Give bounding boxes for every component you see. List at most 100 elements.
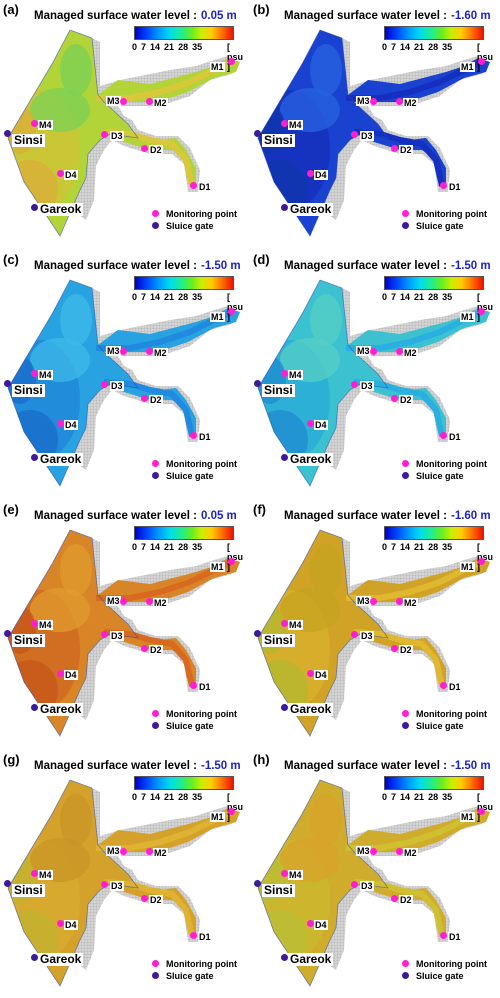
legend-sluice-label: Sluice gate	[416, 721, 464, 731]
map-panel-g: (g) Managed surface water level : -1.50 m…	[0, 750, 248, 996]
label-d3: D3	[110, 631, 124, 641]
colorbar	[134, 526, 234, 540]
legend: Monitoring point Sluice gate	[402, 208, 487, 232]
panel-title: Managed surface water level :0.05 m	[34, 10, 237, 22]
monitoring-point-d3	[351, 881, 358, 888]
colorbar-tick: 14	[400, 792, 411, 802]
monitoring-point-m3	[120, 348, 127, 355]
legend-monitoring-swatch	[402, 960, 409, 967]
sluice-gate-gareok	[281, 704, 288, 711]
label-m3: M3	[106, 596, 121, 606]
panel-label: (h)	[253, 752, 270, 767]
water-level-value: -1.50 m	[200, 260, 241, 272]
label-d1: D1	[448, 682, 462, 692]
colorbar-tick: 28	[428, 292, 439, 302]
monitoring-point-m3	[370, 848, 377, 855]
colorbar-tick: 28	[428, 542, 439, 552]
label-d3: D3	[360, 631, 374, 641]
title-prefix: Managed surface water level :	[284, 760, 447, 772]
colorbar-tick: 21	[414, 792, 425, 802]
label-m4: M4	[38, 620, 53, 630]
monitoring-point-d1	[190, 932, 197, 939]
legend-monitoring-swatch	[402, 710, 409, 717]
colorbar-unit: [ psu ]	[477, 542, 494, 572]
label-d1: D1	[448, 182, 462, 192]
sluice-gate-sinsi	[254, 380, 261, 387]
water-level-value: -1.60 m	[450, 510, 491, 522]
monitoring-point-d2	[141, 145, 148, 152]
salinity-map	[257, 779, 490, 987]
label-d4: D4	[314, 420, 328, 430]
panel-title: Managed surface water level : -1.60 m	[284, 510, 491, 522]
label-d2: D2	[149, 395, 163, 405]
monitoring-point-m3	[120, 848, 127, 855]
legend-sluice-label: Sluice gate	[166, 971, 214, 981]
map-panel-f: (f) Managed surface water level : -1.60 m…	[250, 500, 498, 746]
legend-sluice-swatch	[152, 972, 159, 979]
colorbar-tick: 21	[164, 42, 175, 52]
monitoring-point-m1	[228, 558, 235, 565]
colorbar-tick: 35	[442, 542, 453, 552]
monitoring-point-d1	[440, 682, 447, 689]
title-prefix: Managed surface water level :	[34, 510, 197, 522]
label-d3: D3	[360, 131, 374, 141]
monitoring-point-d1	[190, 682, 197, 689]
salinity-map	[7, 29, 240, 237]
monitoring-point-m2	[146, 598, 153, 605]
monitoring-point-d2	[141, 645, 148, 652]
water-level-value: -1.50 m	[450, 260, 491, 272]
label-d1: D1	[198, 682, 212, 692]
colorbar-tick: 14	[400, 292, 411, 302]
panel-title: Managed surface water level : -1.50 m	[34, 260, 241, 272]
sluice-gate-sinsi	[4, 380, 11, 387]
label-m4: M4	[38, 120, 53, 130]
monitoring-point-m1	[478, 308, 485, 315]
legend-monitoring-swatch	[402, 460, 409, 467]
legend-monitoring-label: Monitoring point	[166, 459, 237, 469]
label-m2: M2	[403, 348, 418, 358]
label-d3: D3	[110, 131, 124, 141]
label-gareok: Gareok	[288, 452, 334, 466]
monitoring-point-m2	[396, 848, 403, 855]
colorbar-unit: [ psu ]	[227, 42, 244, 72]
water-level-value: 0.05 m	[200, 510, 237, 522]
legend-monitoring: Monitoring point	[402, 458, 487, 470]
monitoring-point-m4	[31, 870, 38, 877]
channel-path	[353, 129, 445, 187]
label-d4: D4	[314, 920, 328, 930]
monitoring-point-m1	[478, 558, 485, 565]
label-d3: D3	[110, 381, 124, 391]
monitoring-point-m3	[120, 598, 127, 605]
colorbar-tick: 7	[391, 542, 397, 552]
channel-path	[353, 379, 445, 437]
legend-monitoring-label: Monitoring point	[416, 459, 487, 469]
monitoring-point-d1	[440, 432, 447, 439]
label-sinsi: Sinsi	[262, 883, 295, 897]
panel-label: (c)	[3, 252, 19, 267]
title-prefix: Managed surface water level :	[284, 510, 447, 522]
legend-monitoring: Monitoring point	[152, 958, 237, 970]
label-m3: M3	[106, 96, 121, 106]
label-m1: M1	[210, 62, 225, 72]
legend-sluice: Sluice gate	[152, 220, 237, 232]
label-m1: M1	[210, 312, 225, 322]
colorbar	[134, 276, 234, 290]
legend-sluice-swatch	[152, 722, 159, 729]
panel-label: (g)	[3, 752, 20, 767]
label-d2: D2	[399, 145, 413, 155]
monitoring-point-d3	[101, 631, 108, 638]
colorbar-tick: 14	[400, 542, 411, 552]
label-m4: M4	[288, 370, 303, 380]
panel-title: Managed surface water level :0.05 m	[34, 510, 237, 522]
water-level-value: -1.60 m	[450, 10, 491, 22]
legend: Monitoring point Sluice gate	[152, 208, 237, 232]
label-m1: M1	[210, 812, 225, 822]
label-d1: D1	[198, 432, 212, 442]
legend-monitoring-label: Monitoring point	[166, 709, 237, 719]
panel-title: Managed surface water level : -1.50 m	[284, 260, 491, 272]
legend-monitoring: Monitoring point	[152, 208, 237, 220]
sluice-gate-gareok	[31, 204, 38, 211]
colorbar	[384, 26, 484, 40]
legend-sluice: Sluice gate	[402, 970, 487, 982]
